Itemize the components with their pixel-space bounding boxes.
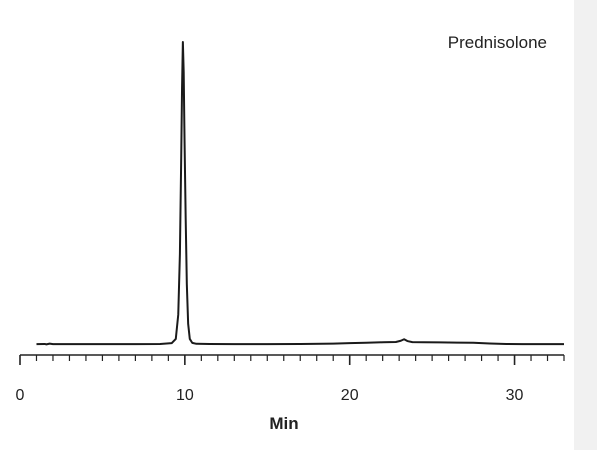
x-axis-ticks — [19, 355, 565, 365]
x-axis-title: Min — [269, 414, 298, 433]
chromatogram-figure: Prednisolone 0 10 20 30 Min — [15, 0, 597, 450]
chromatogram-trace — [36, 41, 564, 346]
x-tick-label: 10 — [176, 387, 194, 404]
x-axis-tick-labels: 0 10 20 30 — [16, 387, 524, 404]
right-margin-strip — [574, 0, 597, 450]
x-tick-label: 0 — [16, 387, 25, 404]
x-tick-label: 30 — [506, 387, 524, 404]
x-tick-label: 20 — [341, 387, 359, 404]
annotation-label: Prednisolone — [448, 33, 547, 52]
chromatogram-chart: Prednisolone 0 10 20 30 Min — [16, 33, 565, 433]
